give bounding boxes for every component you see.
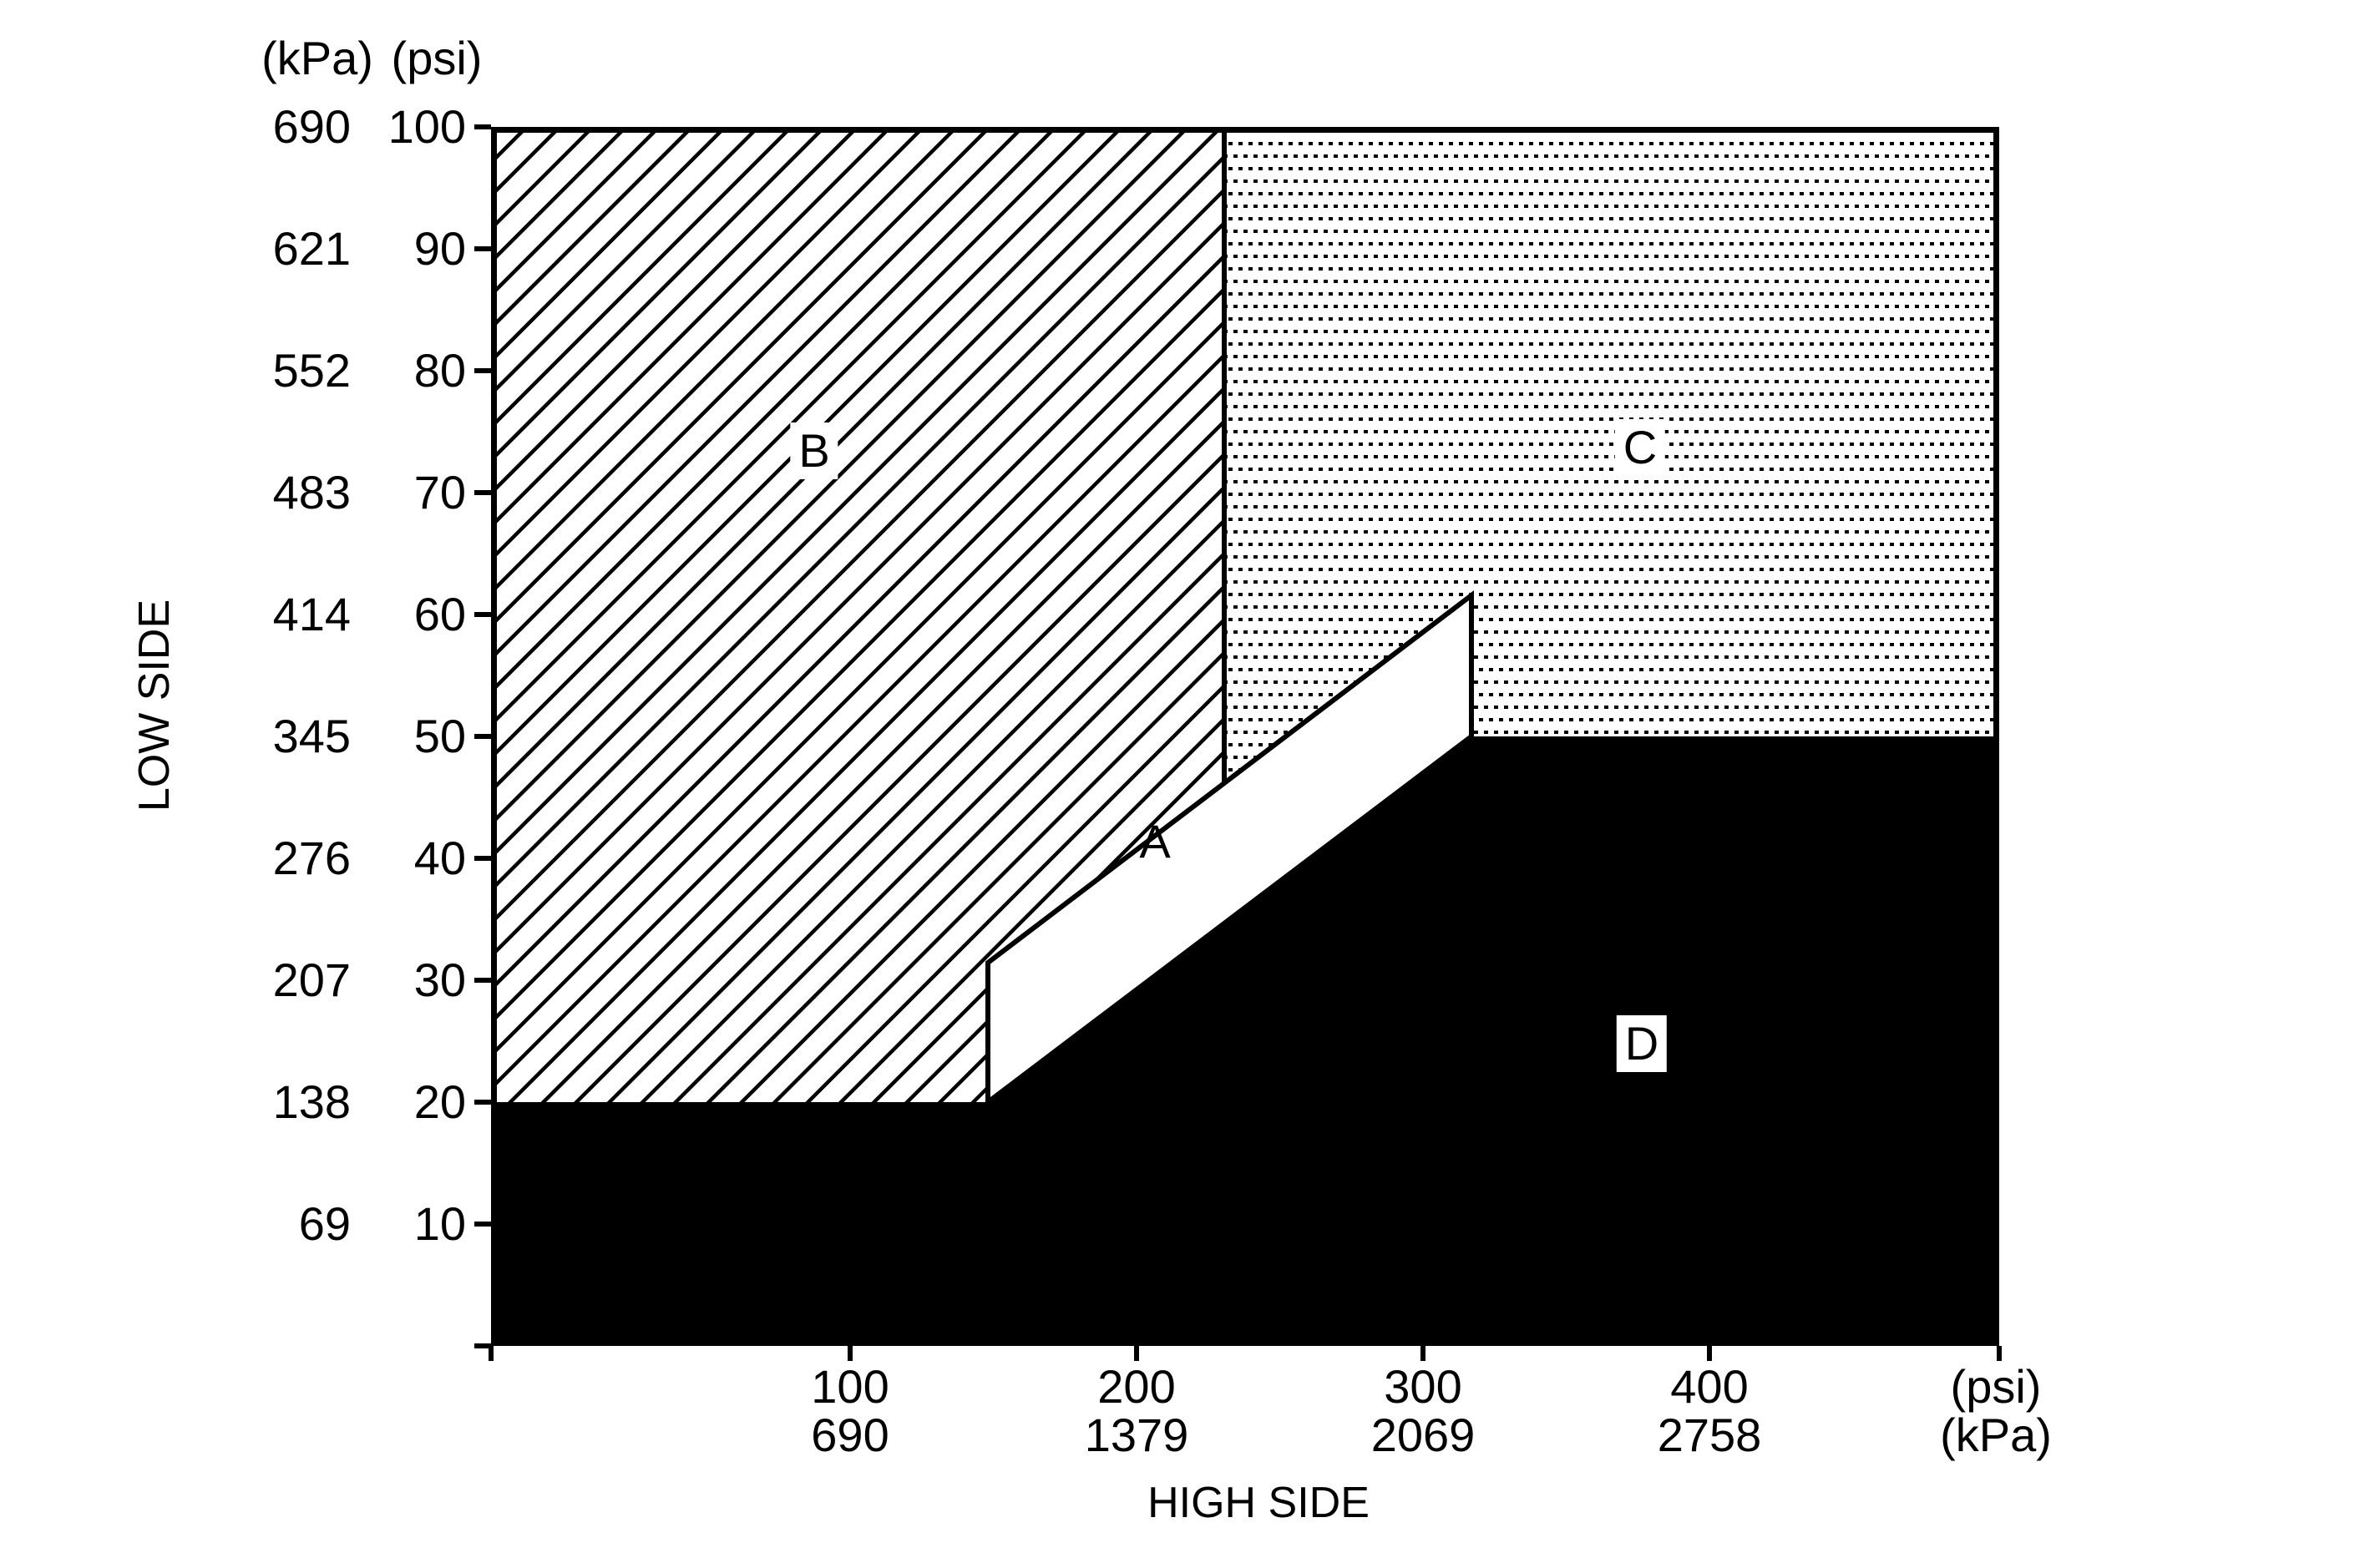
y-tick-psi-value: 50 (413, 710, 466, 762)
x-tick-psi-value: 300 (1384, 1360, 1462, 1413)
y-tick-mark (474, 612, 491, 617)
x-tick-psi-value: 400 (1670, 1360, 1749, 1413)
y-tick-kpa-value: 138 (272, 1075, 351, 1128)
y-tick-psi-value: 80 (413, 344, 466, 397)
y-tick-label-row: 552 80 (0, 346, 466, 396)
y-tick-psi-value: 90 (413, 222, 466, 275)
plot-border (491, 127, 1999, 1346)
regions-svg (491, 127, 1999, 1346)
y-tick-label-row: 414 60 (0, 589, 466, 640)
y-tick-mark (474, 490, 491, 495)
region-A (985, 589, 1474, 1108)
region-label-B: B (790, 422, 838, 479)
y-tick-psi-value: 10 (413, 1197, 466, 1250)
x-tick-kpa-value: 1379 (1084, 1409, 1189, 1461)
plot-area (491, 127, 1999, 1346)
y-tick-mark (474, 978, 491, 983)
y-tick-psi-value: 40 (413, 832, 466, 884)
region-C (1224, 127, 1999, 783)
y-tick-label-row: 483 70 (0, 468, 466, 518)
region-label-D: D (1616, 1015, 1668, 1072)
y-tick-kpa-value: 207 (272, 954, 351, 1006)
y-tick-label-row: 207 30 (0, 955, 466, 1005)
x-axis-kpa-unit: (kPa) (1940, 1409, 2052, 1461)
x-tick-label-column: 200 1379 (1011, 1363, 1262, 1459)
x-tick-label-column: 400 2758 (1584, 1363, 1835, 1459)
y-tick-mark (474, 246, 491, 251)
x-tick-mark (1997, 1346, 2002, 1361)
x-axis-title: HIGH SIDE (1147, 1479, 1370, 1527)
x-tick-kpa-value: 2758 (1657, 1409, 1762, 1461)
x-tick-label-column: 100 690 (725, 1363, 975, 1459)
x-tick-psi-value: 200 (1097, 1360, 1176, 1413)
y-tick-kpa-value: 621 (272, 222, 351, 275)
y-tick-kpa-value: 690 (272, 100, 351, 153)
x-tick-mark (1707, 1346, 1712, 1361)
x-tick-mark (848, 1346, 853, 1361)
y-tick-mark (474, 368, 491, 373)
y-tick-kpa-value: 552 (272, 344, 351, 397)
y-tick-kpa-value: 414 (272, 588, 351, 640)
y-tick-label-row: 276 40 (0, 833, 466, 883)
y-axis-kpa-header: (kPa) (261, 32, 373, 84)
region-label-C: C (1614, 419, 1666, 476)
y-tick-label-row: 69 10 (0, 1199, 466, 1249)
x-tick-label-column: 300 2069 (1298, 1363, 1548, 1459)
x-axis-psi-unit: (psi) (1950, 1360, 2042, 1413)
y-axis-title: LOW SIDE (130, 599, 179, 812)
y-tick-kpa-value: 345 (272, 710, 351, 762)
y-tick-mark (474, 856, 491, 861)
x-tick-mark (1134, 1346, 1139, 1361)
y-tick-kpa-value: 276 (272, 832, 351, 884)
y-tick-kpa-value: 69 (298, 1197, 351, 1250)
y-tick-mark (474, 124, 491, 129)
y-tick-label-row: 621 90 (0, 224, 466, 274)
y-tick-mark (474, 734, 491, 739)
x-tick-kpa-value: 690 (811, 1409, 889, 1461)
y-tick-mark (474, 1222, 491, 1227)
x-tick-mark (1420, 1346, 1425, 1361)
region-label-A: A (1139, 815, 1171, 868)
y-tick-psi-value: 100 (387, 100, 466, 153)
y-tick-psi-value: 20 (413, 1075, 466, 1128)
y-tick-mark (474, 1100, 491, 1105)
y-tick-psi-value: 30 (413, 954, 466, 1006)
x-tick-mark (489, 1346, 494, 1361)
y-tick-label-row: 345 50 (0, 711, 466, 761)
y-tick-mark (474, 1343, 491, 1348)
region-B (491, 127, 1224, 1102)
y-tick-psi-value: 60 (413, 588, 466, 640)
y-tick-label-row: 690 100 (0, 102, 466, 152)
y-tick-kpa-value: 483 (272, 466, 351, 518)
y-tick-psi-value: 70 (413, 466, 466, 518)
x-tick-kpa-value: 2069 (1370, 1409, 1476, 1461)
y-tick-label-row: 138 20 (0, 1077, 466, 1127)
y-axis-psi-header: (psi) (391, 32, 483, 84)
x-tick-psi-value: 100 (811, 1360, 889, 1413)
region-D (491, 736, 1999, 1346)
x-axis-unit-column: (psi) (kPa) (1871, 1363, 2121, 1459)
